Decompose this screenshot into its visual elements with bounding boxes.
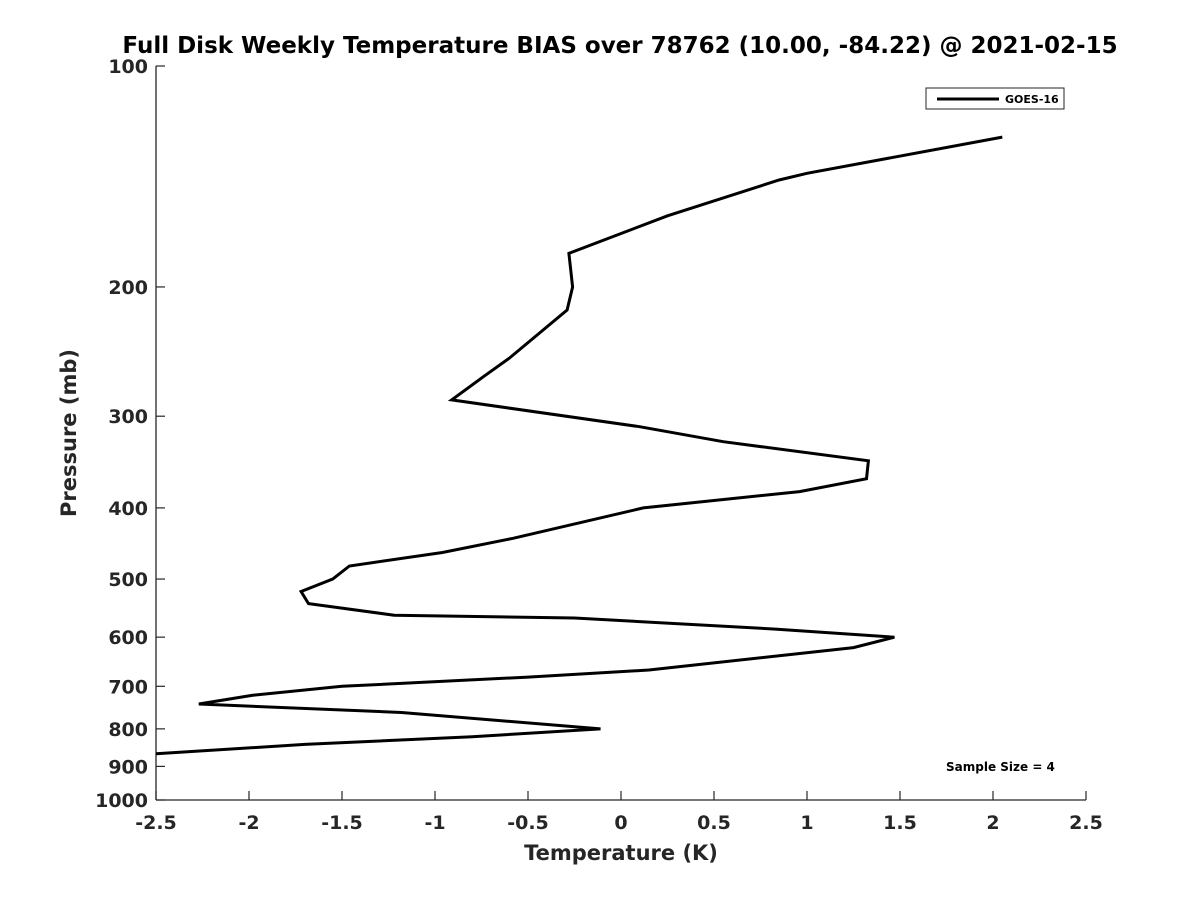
- y-tick-label: 200: [108, 277, 148, 299]
- y-tick-label: 400: [108, 498, 148, 520]
- y-axis-label: Pressure (mb): [57, 349, 81, 517]
- x-tick-label: 2: [986, 812, 999, 834]
- x-tick-label: -2: [238, 812, 259, 834]
- x-tick-label: 0: [614, 812, 627, 834]
- y-tick-label: 1000: [95, 790, 148, 812]
- x-tick-label: 1: [800, 812, 813, 834]
- y-tick-label: 600: [108, 627, 148, 649]
- x-tick-label: 0.5: [697, 812, 731, 834]
- x-tick-label: -1: [424, 812, 445, 834]
- sample-size-annotation: Sample Size = 4: [946, 760, 1055, 774]
- x-axis-ticks: -2.5 -2 -1.5 -1 -0.5 0 0.5 1 1.5 2 2.5: [135, 791, 1103, 834]
- x-tick-label: 2.5: [1069, 812, 1103, 834]
- y-tick-label: 500: [108, 569, 148, 591]
- y-tick-label: 100: [108, 56, 148, 78]
- legend: GOES-16: [925, 87, 1065, 110]
- x-tick-label: -0.5: [507, 812, 549, 834]
- y-axis-ticks: 100 200 300 400 500 600 700 800 900 1000: [95, 56, 165, 812]
- x-tick-label: 1.5: [883, 812, 917, 834]
- chart-title: Full Disk Weekly Temperature BIAS over 7…: [122, 33, 1117, 59]
- y-tick-label: 900: [108, 756, 148, 778]
- y-tick-label: 800: [108, 719, 148, 741]
- x-tick-label: -1.5: [321, 812, 363, 834]
- legend-entry: GOES-16: [1005, 93, 1059, 106]
- plot-area: [156, 66, 1086, 800]
- x-axis-label: Temperature (K): [524, 841, 718, 865]
- y-tick-label: 700: [108, 676, 148, 698]
- series-line-goes-16: [155, 135, 1003, 756]
- y-tick-label: 300: [108, 406, 148, 428]
- x-tick-label: -2.5: [135, 812, 177, 834]
- series-layer: [155, 135, 1003, 756]
